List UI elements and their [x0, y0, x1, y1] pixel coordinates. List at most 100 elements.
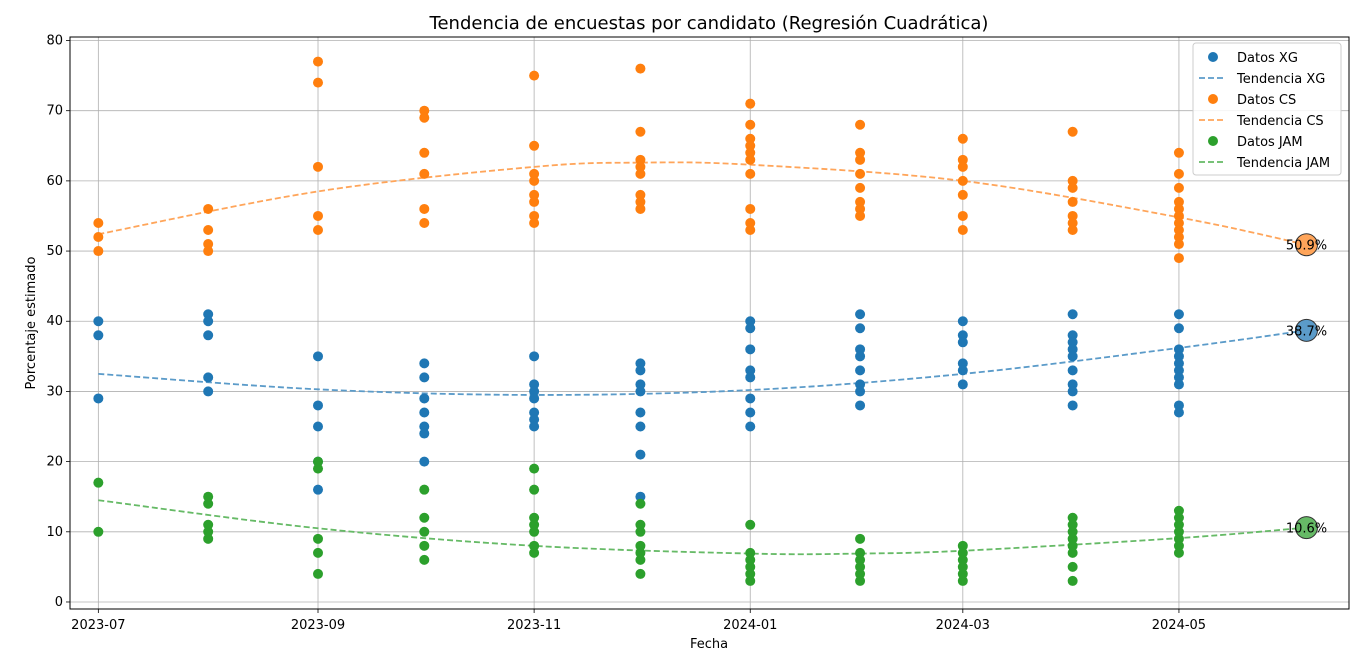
- data-point-cs: [93, 246, 104, 257]
- legend: Datos XG Tendencia XG Datos CS Tendencia CS…: [1192, 42, 1342, 176]
- data-point-cs: [203, 239, 214, 250]
- data-point-jam: [529, 547, 540, 558]
- data-point-xg: [313, 421, 324, 432]
- data-point-xg: [1067, 309, 1078, 320]
- data-point-cs: [419, 147, 430, 158]
- data-point-xg: [529, 407, 540, 418]
- data-point-jam: [1173, 526, 1184, 537]
- data-point-cs: [957, 154, 968, 165]
- data-point-jam: [635, 498, 646, 509]
- legend-marker: [1208, 94, 1218, 104]
- projection-label: 10.6%: [1286, 522, 1327, 537]
- data-point-cs: [957, 210, 968, 221]
- data-point-xg: [313, 351, 324, 362]
- data-point-cs: [1067, 175, 1078, 186]
- data-point-xg: [635, 365, 646, 376]
- data-point-jam: [957, 547, 968, 558]
- y-tick-label: 70: [46, 104, 63, 119]
- data-point-cs: [419, 217, 430, 228]
- data-point-jam: [1067, 519, 1078, 530]
- data-point-cs: [855, 119, 866, 130]
- data-point-cs: [635, 154, 646, 165]
- data-point-xg: [1067, 379, 1078, 390]
- projection-markers: 38.7% 50.9% 10.6%: [1286, 233, 1327, 540]
- data-point-cs: [855, 182, 866, 193]
- grid: [70, 37, 1349, 609]
- data-point-jam: [855, 575, 866, 586]
- data-point-xg: [529, 393, 540, 404]
- data-point-xg: [957, 365, 968, 376]
- data-point-jam: [419, 554, 430, 565]
- data-points: [93, 56, 1184, 586]
- data-point-jam: [1173, 533, 1184, 544]
- y-tick-label: 30: [46, 384, 63, 399]
- data-point-xg: [635, 407, 646, 418]
- data-point-jam: [855, 554, 866, 565]
- data-point-cs: [529, 210, 540, 221]
- data-point-cs: [1173, 225, 1184, 236]
- data-point-xg: [635, 358, 646, 369]
- data-point-cs: [745, 140, 756, 151]
- data-point-jam: [203, 526, 214, 537]
- data-point-cs: [1173, 210, 1184, 221]
- data-point-cs: [957, 175, 968, 186]
- data-point-jam: [93, 477, 104, 488]
- projection-marker: [1294, 318, 1318, 342]
- axis-ticks: 0 10 20 30 40 50 60 70 80 2023-07 2023-09 2023-11 20…: [46, 34, 1206, 633]
- data-point-jam: [1067, 533, 1078, 544]
- data-point-xg: [855, 400, 866, 411]
- data-point-xg: [529, 414, 540, 425]
- data-point-cs: [745, 203, 756, 214]
- data-point-xg: [1173, 344, 1184, 355]
- data-point-xg: [855, 365, 866, 376]
- data-point-jam: [1173, 540, 1184, 551]
- x-tick-label: 2024-05: [1152, 618, 1206, 633]
- data-point-cs: [419, 168, 430, 179]
- data-point-cs: [957, 189, 968, 200]
- legend-label: Tendencia CS: [1236, 114, 1324, 129]
- data-point-cs: [745, 225, 756, 236]
- data-point-jam: [313, 547, 324, 558]
- legend-label: Tendencia JAM: [1236, 156, 1330, 171]
- data-point-jam: [1173, 547, 1184, 558]
- data-point-xg: [1067, 330, 1078, 341]
- data-point-jam: [1173, 512, 1184, 523]
- data-point-xg: [855, 379, 866, 390]
- y-tick-label: 20: [46, 455, 63, 470]
- chart-title: Tendencia de encuestas por candidato (Re…: [429, 13, 989, 34]
- data-point-jam: [1173, 505, 1184, 516]
- data-point-cs: [635, 126, 646, 137]
- data-point-cs: [635, 161, 646, 172]
- data-point-xg: [1067, 344, 1078, 355]
- data-point-cs: [1173, 182, 1184, 193]
- data-point-cs: [1173, 253, 1184, 264]
- data-point-cs: [745, 147, 756, 158]
- data-point-xg: [203, 386, 214, 397]
- data-point-xg: [1173, 323, 1184, 334]
- data-point-cs: [1173, 203, 1184, 214]
- data-point-cs: [313, 210, 324, 221]
- data-point-cs: [203, 246, 214, 257]
- data-point-xg: [957, 379, 968, 390]
- projection-label: 50.9%: [1286, 239, 1327, 254]
- data-point-cs: [419, 203, 430, 214]
- data-point-cs: [1173, 168, 1184, 179]
- data-point-xg: [93, 393, 104, 404]
- x-tick-label: 2023-07: [71, 618, 125, 633]
- data-point-xg: [529, 421, 540, 432]
- data-point-cs: [1173, 196, 1184, 207]
- data-point-jam: [1067, 526, 1078, 537]
- data-point-xg: [745, 323, 756, 334]
- legend-marker: [1208, 52, 1218, 62]
- data-point-cs: [529, 217, 540, 228]
- data-point-jam: [419, 484, 430, 495]
- data-point-jam: [203, 519, 214, 530]
- projection-marker: [1294, 516, 1318, 540]
- data-point-cs: [745, 168, 756, 179]
- legend-label: Tendencia XG: [1236, 72, 1325, 87]
- data-point-jam: [745, 547, 756, 558]
- data-point-xg: [419, 372, 430, 383]
- data-point-jam: [313, 568, 324, 579]
- legend-label: Datos CS: [1237, 93, 1296, 108]
- plot-frame: [69, 36, 1350, 610]
